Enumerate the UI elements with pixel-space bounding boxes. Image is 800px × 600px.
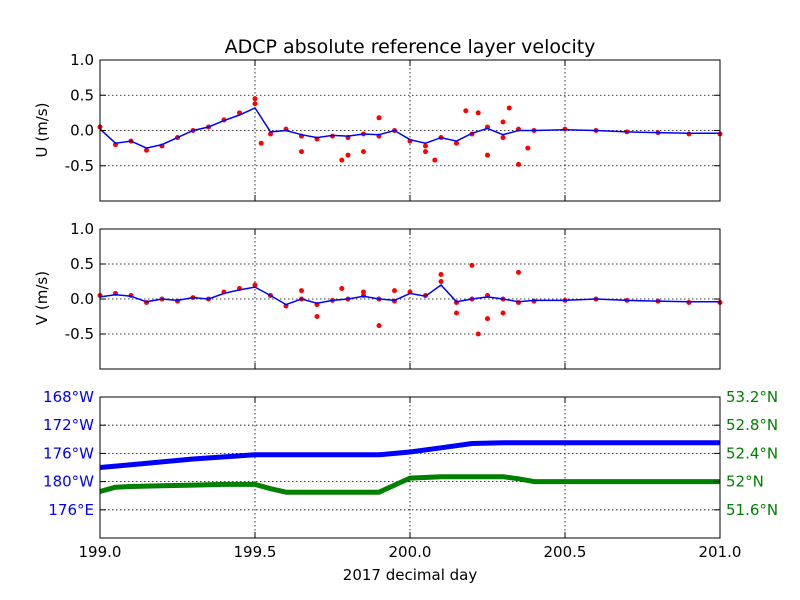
outlier-point: [485, 152, 490, 158]
outlier-point: [485, 316, 490, 322]
outlier-point: [361, 149, 366, 155]
left-y-tick-label: 176°E: [48, 501, 94, 519]
y-tick-label: 1.0: [70, 220, 94, 238]
outlier-point: [432, 157, 438, 163]
x-tick-label: 199.0: [79, 543, 122, 561]
outlier-point: [475, 331, 481, 337]
u-ylabel: U (m/s): [33, 103, 51, 158]
data-point: [423, 143, 428, 149]
right-y-tick-label: 53.2°N: [726, 388, 778, 406]
outlier-point: [339, 157, 345, 163]
outlier-point: [376, 323, 382, 329]
y-tick-label: -0.5: [65, 325, 94, 343]
u-velocity-panel: 1.0 0.5 0.0 -0.5 U (m/s): [33, 51, 723, 202]
outlier-point: [392, 288, 397, 294]
series-line: [99, 106, 720, 149]
outlier-point: [469, 262, 475, 268]
outlier-point: [423, 149, 428, 155]
outlier-point: [345, 152, 351, 158]
v-ylabel: V (m/s): [33, 271, 51, 325]
right-y-tick-label: 52.4°N: [726, 444, 778, 462]
y-tick-label: 0.0: [70, 122, 94, 140]
outlier-point: [314, 314, 320, 319]
v-velocity-panel: 1.0 0.5 0.0 -0.5 V (m/s): [33, 220, 723, 370]
y-tick-label: 0.5: [70, 86, 94, 104]
data-point: [454, 140, 459, 146]
x-tick-label: 199.5: [234, 543, 277, 561]
chart-title: ADCP absolute reference layer velocity: [225, 36, 596, 58]
left-y-tick-label: 180°W: [43, 473, 94, 491]
x-tick-label: 201.0: [699, 543, 742, 561]
left-y-tick-label: 172°W: [43, 416, 94, 434]
outlier-point: [475, 110, 481, 116]
outlier-point: [454, 310, 459, 316]
outlier-point: [500, 310, 506, 316]
right-y-tick-label: 51.6°N: [726, 501, 778, 519]
outlier-point: [438, 272, 444, 277]
data-point: [252, 282, 258, 288]
data-point: [438, 279, 444, 284]
x-tick-label: 200.0: [389, 543, 432, 561]
position-panel: 168°W 172°W 176°W 180°W 176°E 53.2°N 52.8°N 52…: [43, 388, 778, 584]
outlier-point: [252, 96, 258, 102]
y-tick-label: 1.0: [70, 51, 94, 69]
data-point: [144, 147, 149, 153]
x-axis-label: 2017 decimal day: [343, 566, 478, 584]
left-y-tick-label: 168°W: [43, 388, 94, 406]
data-point: [268, 131, 273, 137]
data-point: [252, 101, 258, 107]
outlier-point: [516, 269, 521, 275]
outlier-point: [376, 115, 382, 121]
left-y-tick-label: 176°W: [43, 444, 94, 462]
outlier-point: [299, 149, 304, 155]
data-point: [500, 135, 506, 141]
series-line: [99, 284, 720, 306]
outlier-point: [463, 108, 469, 114]
y-tick-label: 0.0: [70, 290, 94, 308]
outlier-point: [525, 145, 531, 151]
outlier-point: [299, 288, 304, 294]
y-tick-label: 0.5: [70, 255, 94, 273]
longitude-line: [99, 440, 720, 470]
right-y-tick-label: 52.8°N: [726, 416, 778, 434]
latitude-line: [99, 474, 720, 495]
right-y-tick-label: 52°N: [726, 473, 764, 491]
outlier-point: [258, 140, 264, 146]
outlier-point: [500, 119, 506, 125]
x-tick-label: 200.5: [544, 543, 587, 561]
y-tick-label: -0.5: [65, 157, 94, 175]
outlier-point: [506, 105, 512, 111]
outlier-point: [516, 161, 521, 167]
outlier-point: [361, 289, 366, 295]
outlier-point: [339, 286, 345, 291]
